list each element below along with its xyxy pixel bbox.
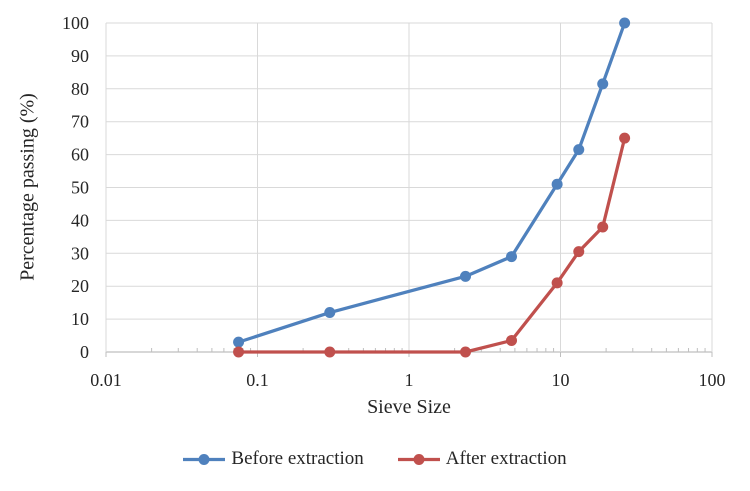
- series-line-before-extraction: [236, 21, 627, 344]
- y-tick-label: 30: [71, 243, 89, 263]
- plot-area: 0 10 20 30 40 50 60 70 80 90 100 0.01 0.1 1 10 100: [62, 13, 726, 390]
- legend: Before extraction After extraction: [0, 446, 750, 472]
- x-tick-label: 100: [699, 370, 726, 390]
- data-point-before-extraction: [551, 178, 563, 190]
- data-point-before-extraction: [573, 144, 585, 156]
- data-point-after-extraction: [233, 346, 245, 358]
- x-tick-label: 1: [405, 370, 414, 390]
- data-point-after-extraction: [459, 346, 471, 358]
- legend-marker-before-extraction: [183, 453, 226, 465]
- data-point-after-extraction: [597, 221, 609, 233]
- y-tick-label: 50: [71, 178, 89, 198]
- x-tick-label: 0.01: [90, 370, 122, 390]
- legend-item-after-extraction: After extraction: [397, 448, 567, 470]
- y-tick-label: 100: [62, 13, 89, 33]
- y-tick-label: 20: [71, 276, 89, 296]
- x-axis-title: Sieve Size: [367, 396, 451, 418]
- y-tick-label: 40: [71, 210, 89, 230]
- data-point-after-extraction: [506, 334, 518, 346]
- x-tick-label: 10: [552, 370, 570, 390]
- data-point-after-extraction: [551, 277, 563, 289]
- legend-marker-after-extraction: [397, 453, 440, 465]
- data-point-before-extraction: [233, 336, 245, 348]
- data-point-before-extraction: [619, 17, 631, 29]
- legend-label-after-extraction: After extraction: [445, 448, 567, 469]
- data-point-after-extraction: [573, 246, 585, 258]
- y-tick-label: 0: [80, 342, 89, 362]
- y-tick-label: 10: [71, 309, 89, 329]
- legend-label-before-extraction: Before extraction: [231, 448, 364, 469]
- data-point-before-extraction: [324, 307, 336, 319]
- data-point-before-extraction: [459, 270, 471, 282]
- y-tick-label: 70: [71, 112, 89, 132]
- legend-item-before-extraction: Before extraction: [183, 448, 364, 470]
- data-point-after-extraction: [619, 132, 631, 144]
- data-point-after-extraction: [324, 346, 336, 358]
- data-point-before-extraction: [506, 251, 518, 263]
- y-tick-label: 90: [71, 46, 89, 66]
- x-tick-label: 0.1: [246, 370, 269, 390]
- series-line-after-extraction: [236, 136, 627, 354]
- y-tick-label: 80: [71, 79, 89, 99]
- y-tick-label: 60: [71, 145, 89, 165]
- data-point-before-extraction: [597, 78, 609, 90]
- y-axis-title: Percentage passing (%): [16, 93, 39, 281]
